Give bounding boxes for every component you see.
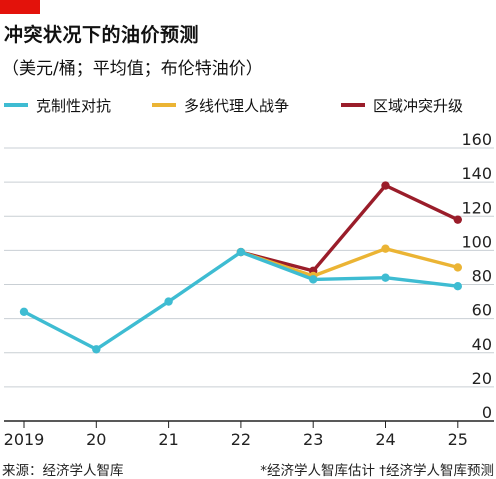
data-point — [309, 275, 318, 284]
y-tick-label: 40 — [472, 335, 492, 354]
data-point — [453, 215, 462, 224]
series-line — [22, 250, 460, 351]
y-tick-label: 60 — [472, 301, 492, 320]
legend-swatch-proxy-war — [152, 103, 176, 107]
data-point — [381, 181, 390, 190]
footnotes: *经济学人智库估计 †经济学人智库预测 — [260, 463, 494, 479]
data-point — [92, 345, 101, 354]
x-tick-label: 2019 — [4, 430, 45, 449]
x-tick-label: 25 — [448, 430, 468, 449]
legend-label-restrained: 克制性对抗 — [36, 97, 112, 115]
legend: 克制性对抗 多线代理人战争 区域冲突升级 — [0, 95, 496, 115]
y-tick-label: 80 — [472, 267, 492, 286]
x-tick-label: 24 — [375, 430, 395, 449]
source-note: 来源：经济学人智库 — [2, 463, 124, 479]
series-line — [239, 183, 460, 273]
chart-title: 冲突状况下的油价预测 — [4, 24, 200, 46]
data-point — [19, 307, 29, 316]
y-tick-label: 0 — [482, 403, 492, 422]
footer: 来源：经济学人智库 *经济学人智库估计 †经济学人智库预测 — [0, 459, 496, 479]
legend-label-proxy-war: 多线代理人战争 — [184, 97, 290, 115]
data-point — [381, 273, 390, 282]
data-point — [453, 263, 462, 272]
data-point — [381, 244, 390, 253]
legend-label-escalation: 区域冲突升级 — [373, 97, 464, 115]
series-line — [239, 246, 460, 278]
legend-swatch-escalation — [341, 103, 365, 107]
x-tick-label: 22 — [231, 430, 251, 449]
y-tick-label: 160 — [461, 130, 492, 149]
y-tick-label: 20 — [472, 369, 492, 388]
y-tick-label: 120 — [461, 198, 492, 217]
legend-swatch-restrained — [4, 103, 28, 107]
data-point — [164, 297, 173, 306]
data-point — [236, 247, 246, 257]
y-tick-label: 100 — [461, 232, 492, 251]
y-tick-label: 140 — [461, 164, 492, 183]
x-tick-label: 20 — [86, 430, 106, 449]
chart-subtitle: （美元/桶；平均值；布伦特油价） — [2, 59, 263, 79]
x-tick-label: 21 — [158, 430, 178, 449]
accent-bar — [0, 0, 40, 14]
x-tick-label: 23 — [303, 430, 323, 449]
data-point — [453, 282, 462, 291]
